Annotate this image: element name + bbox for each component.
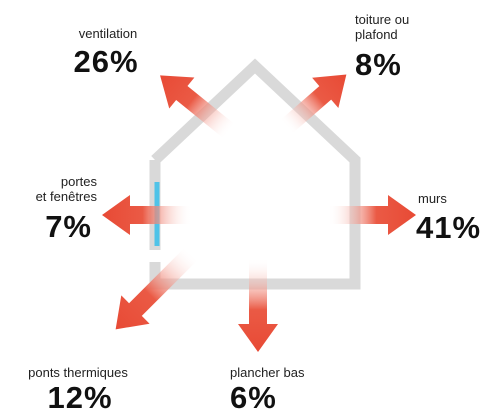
value: 12% [47,380,112,410]
arrow [101,239,206,344]
label: ponts thermiques [28,365,128,380]
value: 7% [45,209,92,244]
label: plafond [355,27,398,42]
arrows [101,59,416,352]
label: portes [61,174,98,189]
arrow [102,195,192,235]
arrow [328,195,416,235]
label: toiture ou [355,12,409,27]
label: murs [418,191,447,206]
value: 41% [416,210,481,245]
label: et fenêtres [36,189,98,204]
value: 8% [355,47,402,82]
heat-loss-diagram: ventilation 26% toiture ou plafond 8% po… [0,0,503,410]
label: plancher bas [230,365,305,380]
value: 26% [73,44,138,79]
arrow [147,60,242,148]
value: 6% [230,380,277,410]
arrow [238,258,278,352]
label: ventilation [79,26,138,41]
